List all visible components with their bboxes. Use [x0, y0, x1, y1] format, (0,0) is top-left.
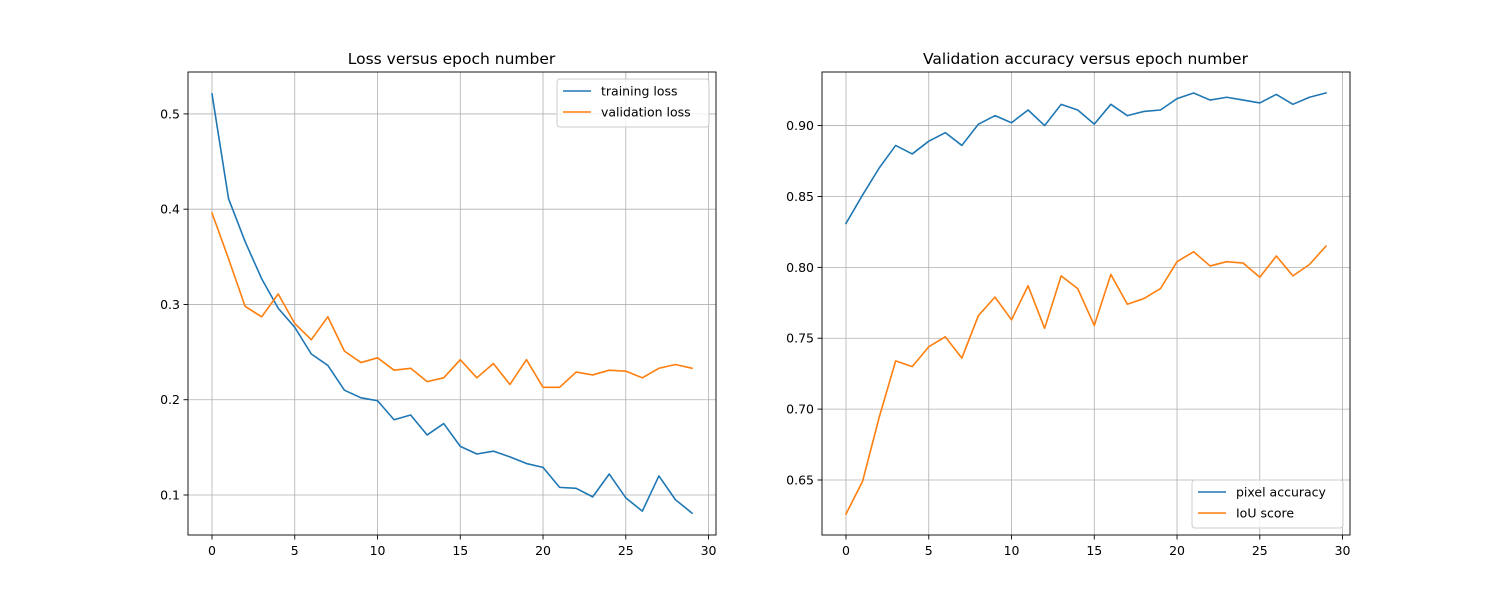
accuracy-axes-frame [821, 71, 1351, 536]
accuracy-y-tick-label: 0.85 [786, 189, 814, 204]
accuracy-chart-panel: Validation accuracy versus epoch number … [786, 50, 1350, 558]
accuracy-y-tick-label: 0.80 [786, 260, 814, 275]
loss-y-tick-label: 0.2 [160, 392, 180, 407]
accuracy-x-tick-label: 30 [1335, 543, 1351, 558]
accuracy-y-tick-label: 0.75 [786, 331, 814, 346]
accuracy-x-tick-label: 25 [1252, 543, 1268, 558]
loss-x-tick-label: 30 [701, 543, 717, 558]
accuracy-y-tick-label: 0.90 [786, 118, 814, 133]
loss-y-tick-label: 0.1 [160, 487, 180, 502]
loss-x-tick-label: 0 [208, 543, 216, 558]
loss-chart-title: Loss versus epoch number [348, 50, 556, 68]
accuracy-x-tick-label: 10 [1004, 543, 1020, 558]
loss-series-line-validation-loss [210, 211, 693, 389]
loss-x-tick-label: 15 [452, 543, 468, 558]
loss-x-tick-label: 5 [291, 543, 299, 558]
accuracy-legend: pixel accuracy IoU score [1191, 479, 1344, 529]
loss-y-tick-label: 0.4 [160, 202, 180, 217]
loss-axes-frame [187, 71, 717, 536]
accuracy-x-tick-label: 5 [925, 543, 933, 558]
loss-x-tick-label: 20 [535, 543, 551, 558]
loss-x-tick-label: 10 [370, 543, 386, 558]
accuracy-x-tick-label: 15 [1086, 543, 1102, 558]
accuracy-legend-label: pixel accuracy [1236, 485, 1327, 500]
accuracy-chart-title: Validation accuracy versus epoch number [923, 50, 1249, 68]
loss-grid [188, 72, 716, 535]
accuracy-x-tick-label: 20 [1169, 543, 1185, 558]
accuracy-grid [822, 72, 1350, 535]
loss-legend-label: validation loss [601, 105, 691, 120]
accuracy-series-line-iou-score [844, 244, 1328, 516]
loss-legend-label: training loss [601, 84, 678, 99]
accuracy-legend-label: IoU score [1236, 506, 1294, 521]
accuracy-legend-box [1191, 479, 1344, 529]
loss-y-tick-label: 0.3 [160, 297, 180, 312]
loss-legend-box [556, 78, 710, 128]
loss-y-tick-label: 0.5 [160, 106, 180, 121]
loss-chart-panel: Loss versus epoch number 0 5 10 15 20 25 30 0.1… [160, 50, 716, 558]
loss-legend: training loss validation loss [556, 78, 710, 128]
accuracy-x-tick-label: 0 [842, 543, 850, 558]
accuracy-series-line-pixel-accuracy [844, 92, 1327, 225]
accuracy-y-tick-label: 0.70 [786, 402, 814, 417]
loss-series-line-training-loss [211, 92, 694, 515]
accuracy-y-tick-label: 0.65 [786, 472, 814, 487]
loss-x-tick-label: 25 [618, 543, 634, 558]
